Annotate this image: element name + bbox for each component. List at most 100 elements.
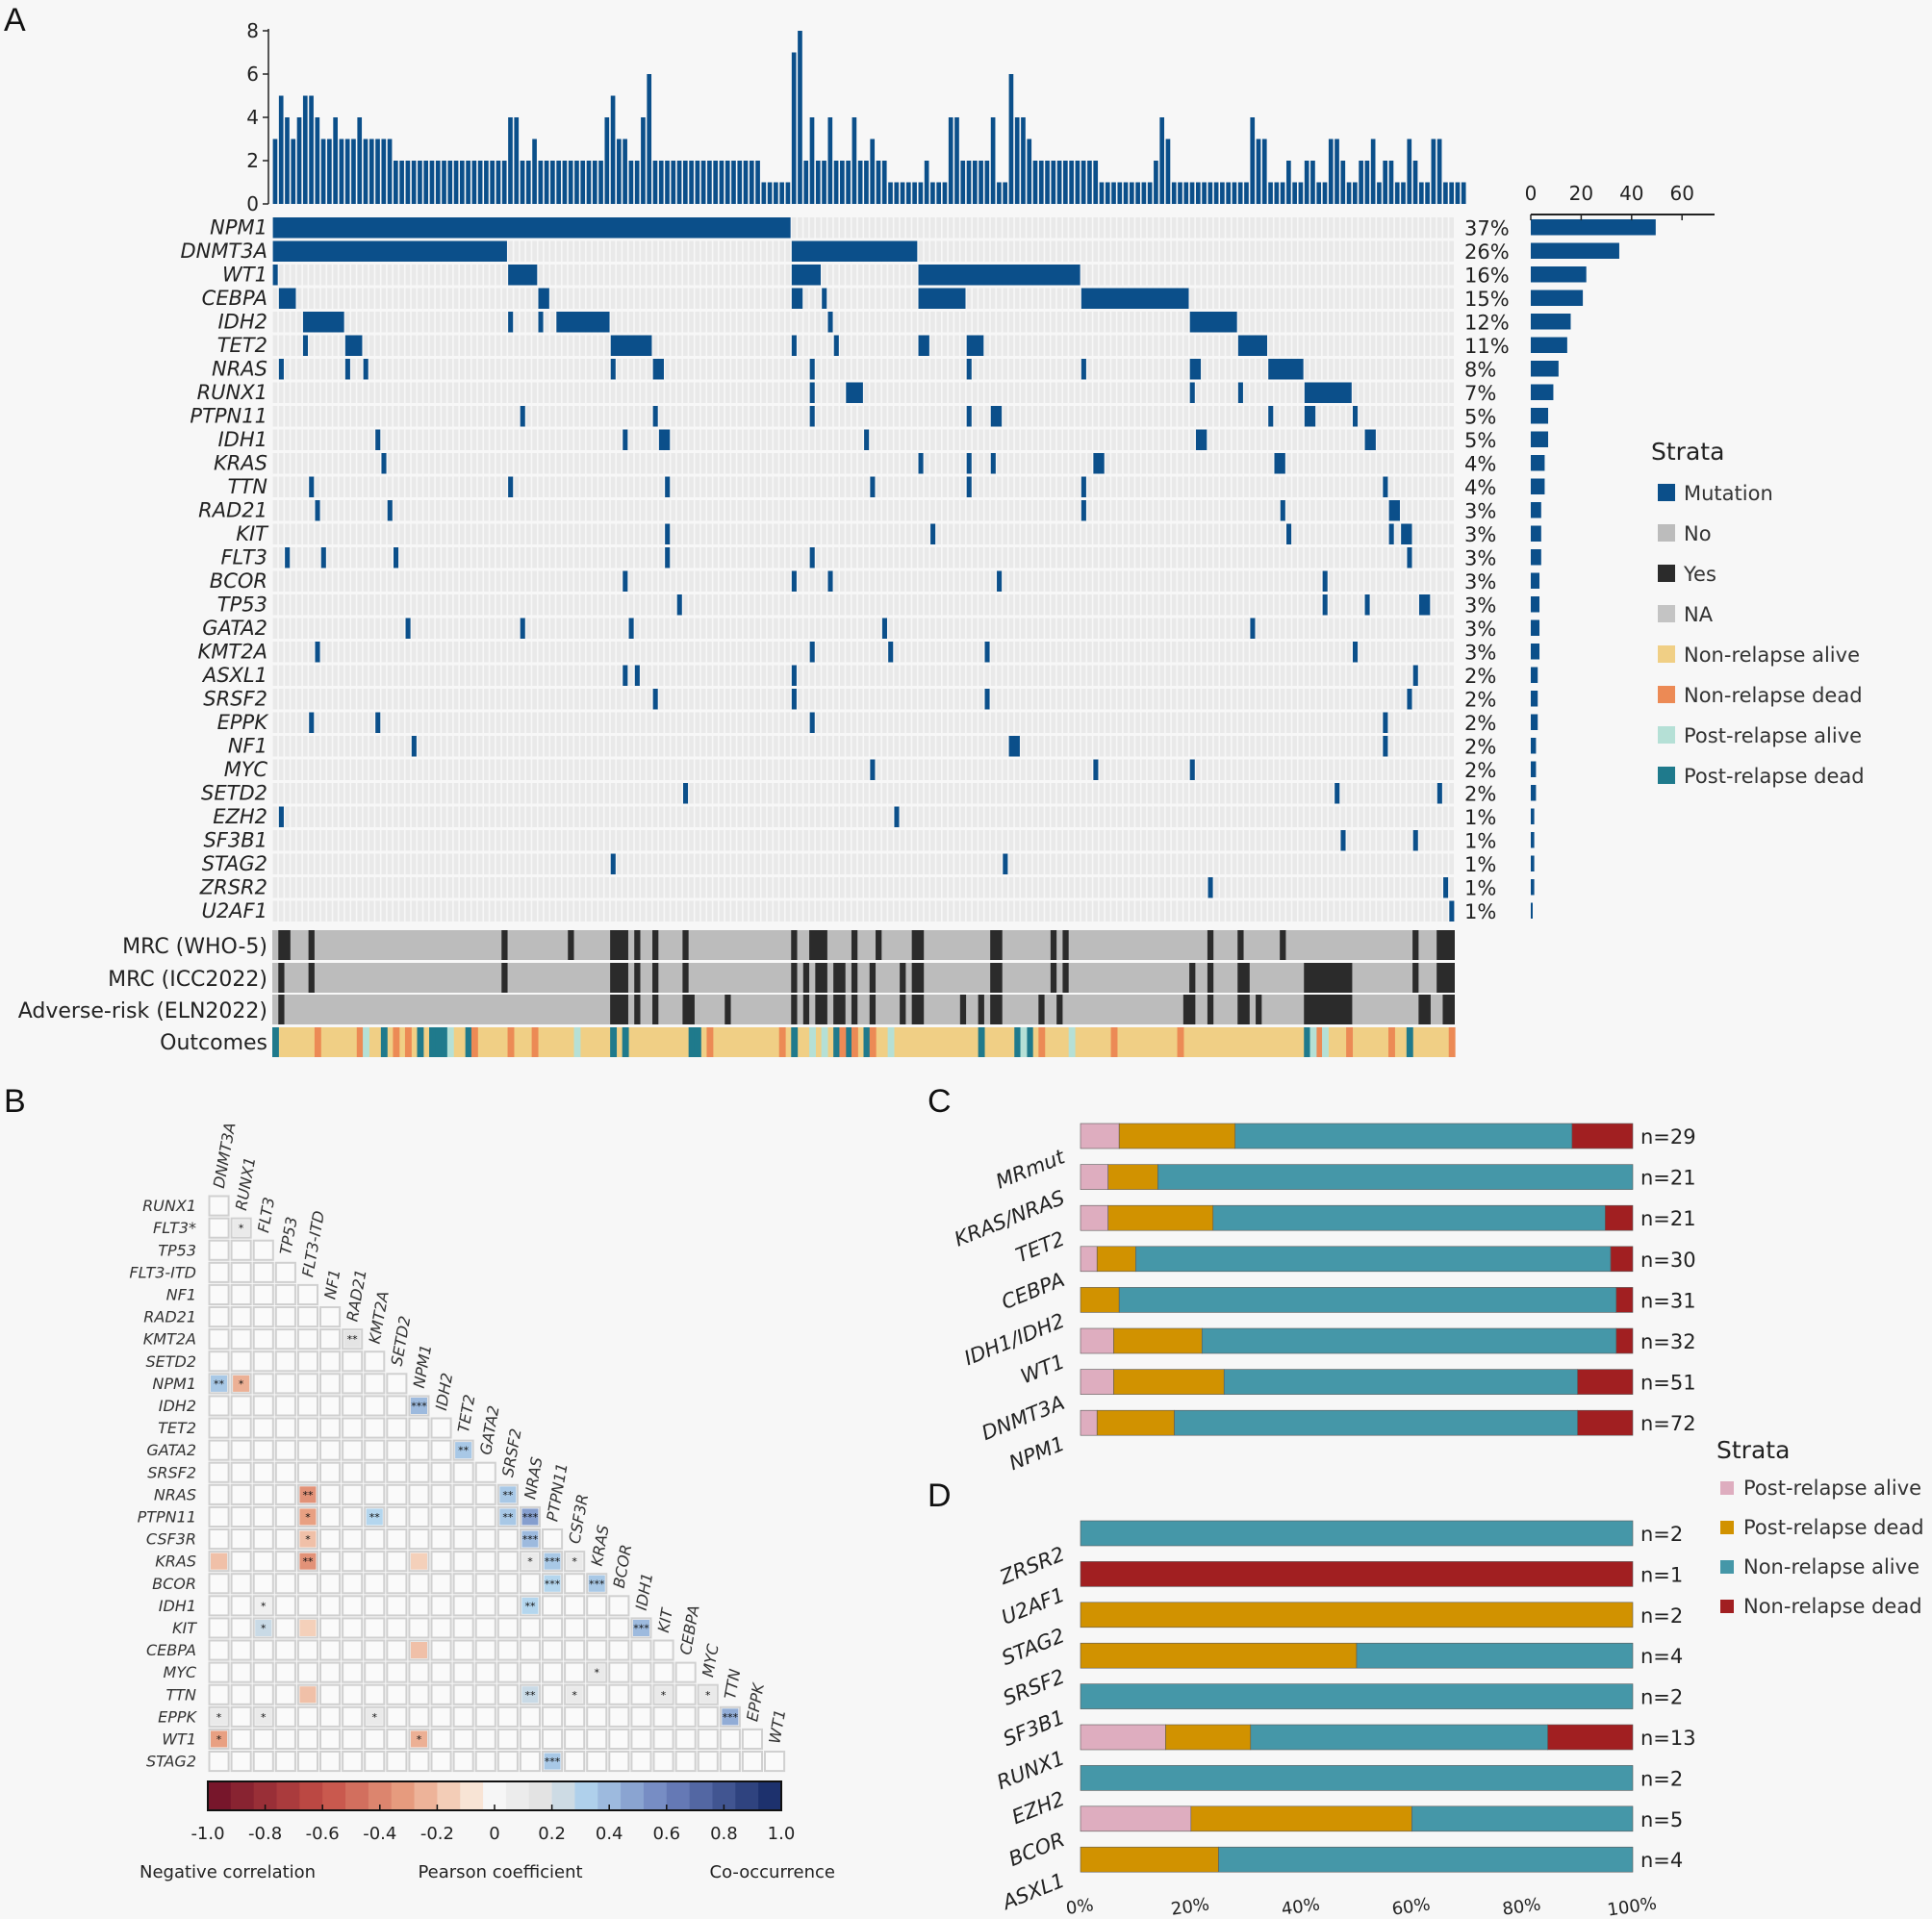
oncoprint-cell	[1328, 642, 1334, 663]
oncoprint-cell	[1226, 570, 1231, 592]
oncoprint-cell	[852, 665, 857, 686]
oncoprint-cell	[1027, 642, 1032, 663]
oncoprint-cell	[466, 618, 470, 639]
oncoprint-cell	[924, 453, 929, 474]
oncoprint-cell	[707, 547, 712, 568]
mutation-block	[966, 476, 972, 497]
oncoprint-cell	[876, 265, 881, 286]
oncoprint-cell	[1008, 665, 1014, 686]
top-bar	[1377, 182, 1382, 204]
oncoprint-cell	[508, 240, 513, 262]
oncoprint-cell	[501, 665, 507, 686]
oncoprint-cell	[1069, 382, 1074, 403]
oncoprint-cell	[966, 500, 972, 521]
oncoprint-cell	[1141, 265, 1147, 286]
oncoprint-cell	[1213, 594, 1219, 616]
oncoprint-cell	[604, 665, 610, 686]
oncoprint-cell	[1099, 312, 1105, 333]
oncoprint-cell	[1213, 476, 1219, 497]
oncoprint-cell	[1220, 382, 1225, 403]
oncoprint-cell	[1394, 476, 1400, 497]
mutation-block	[1237, 382, 1243, 403]
oncoprint-cell	[641, 759, 646, 780]
oncoprint-cell	[339, 712, 344, 733]
oncoprint-cell	[405, 759, 411, 780]
oncoprint-cell	[484, 712, 489, 733]
oncoprint-cell	[1111, 570, 1116, 592]
oncoprint-cell	[1045, 665, 1050, 686]
oncoprint-cell	[870, 217, 876, 239]
oncoprint-cell	[617, 736, 622, 757]
oncoprint-cell	[272, 453, 278, 474]
oncoprint-cell	[1261, 406, 1267, 427]
oncoprint-cell	[1129, 312, 1134, 333]
oncoprint-cell	[1418, 288, 1424, 309]
oncoprint-cell	[315, 523, 320, 544]
oncoprint-cell	[912, 689, 917, 710]
oncoprint-cell	[749, 335, 754, 356]
oncoprint-cell	[905, 476, 911, 497]
oncoprint-cell	[501, 335, 507, 356]
oncoprint-cell	[815, 736, 821, 757]
oncoprint-cell	[302, 618, 308, 639]
oncoprint-cell	[291, 429, 296, 450]
oncoprint-cell	[1111, 618, 1116, 639]
oncoprint-cell	[1208, 547, 1213, 568]
oncoprint-cell	[1304, 217, 1309, 239]
oncoprint-cell	[399, 453, 404, 474]
oncoprint-cell	[1008, 217, 1014, 239]
oncoprint-cell	[1135, 265, 1140, 286]
mutation-block	[827, 312, 833, 333]
oncoprint-cell	[387, 312, 393, 333]
oncoprint-cell	[1286, 689, 1291, 710]
oncoprint-cell	[634, 618, 640, 639]
oncoprint-cell	[960, 594, 966, 616]
oncoprint-cell	[924, 712, 929, 733]
mutation-block	[1189, 312, 1237, 333]
oncoprint-cell	[1256, 594, 1261, 616]
oncoprint-cell	[309, 618, 314, 639]
oncoprint-cell	[1154, 240, 1158, 262]
oncoprint-cell	[1425, 335, 1430, 356]
oncoprint-cell	[1213, 453, 1219, 474]
oncoprint-cell	[676, 359, 682, 380]
oncoprint-cell	[1171, 665, 1177, 686]
oncoprint-cell	[1056, 288, 1062, 309]
oncoprint-cell	[1335, 288, 1339, 309]
oncoprint-cell	[1159, 312, 1165, 333]
oncoprint-cell	[442, 288, 446, 309]
oncoprint-cell	[997, 642, 1002, 663]
oncoprint-cell	[785, 429, 791, 450]
oncoprint-cell	[1189, 500, 1195, 521]
oncoprint-cell	[960, 642, 966, 663]
top-bar	[459, 161, 465, 204]
oncoprint-cell	[538, 665, 544, 686]
oncoprint-cell	[1213, 429, 1219, 450]
oncoprint-cell	[1436, 712, 1442, 733]
oncoprint-cell	[1353, 359, 1358, 380]
top-bar	[429, 161, 435, 204]
oncoprint-cell	[1021, 570, 1026, 592]
oncoprint-cell	[857, 547, 863, 568]
oncoprint-cell	[1232, 335, 1237, 356]
oncoprint-cell	[375, 406, 380, 427]
oncoprint-cell	[623, 288, 627, 309]
oncoprint-cell	[1141, 312, 1147, 333]
oncoprint-cell	[610, 618, 616, 639]
oncoprint-cell	[1117, 500, 1123, 521]
oncoprint-cell	[550, 570, 555, 592]
oncoprint-cell	[1056, 335, 1062, 356]
oncoprint-cell	[1304, 240, 1309, 262]
oncoprint-cell	[550, 265, 555, 286]
oncoprint-cell	[905, 523, 911, 544]
oncoprint-cell	[1008, 335, 1014, 356]
oncoprint-cell	[791, 500, 797, 521]
oncoprint-cell	[1189, 618, 1195, 639]
oncoprint-cell	[634, 523, 640, 544]
top-bar	[900, 182, 905, 204]
top-bar	[1171, 182, 1177, 204]
top-bar	[1244, 182, 1249, 204]
oncoprint-cell	[1069, 429, 1074, 450]
oncoprint-cell	[1256, 217, 1261, 239]
oncoprint-cell	[514, 476, 520, 497]
